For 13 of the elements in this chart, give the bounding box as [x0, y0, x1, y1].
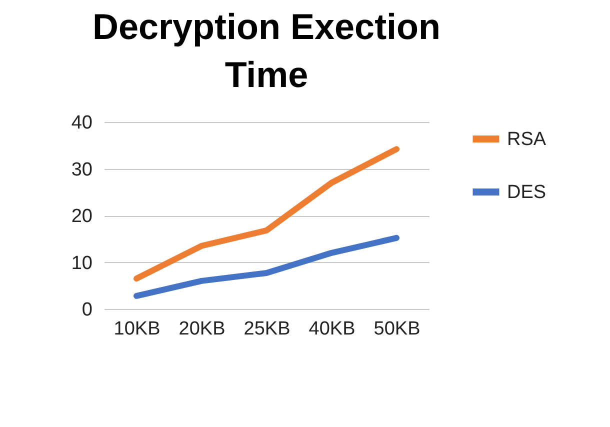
- y-tick-label: 0: [82, 300, 92, 320]
- x-tick-label: 50KB: [374, 318, 420, 340]
- x-tick-label: 10KB: [114, 318, 160, 340]
- x-tick-label: 25KB: [244, 318, 290, 340]
- y-tick-label: 10: [71, 252, 92, 274]
- x-tick-label: 20KB: [178, 318, 226, 340]
- y-tick-label: 20: [71, 206, 92, 227]
- y-tick-label: 40: [71, 112, 92, 134]
- chart-title: Decryption Exection Time: [92, 6, 441, 95]
- legend-label: DES: [507, 182, 546, 203]
- y-tick-label: 30: [71, 159, 92, 180]
- x-tick-label: 40KB: [308, 318, 356, 340]
- legend-label: RSA: [507, 129, 546, 150]
